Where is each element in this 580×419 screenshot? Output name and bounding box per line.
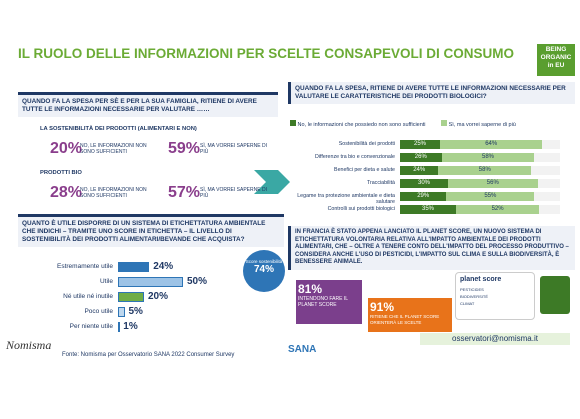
bar-segment: 35% [400,205,456,214]
legend-label: No, le informazioni che possiedo non son… [297,122,426,128]
stat-value: 91% [370,300,395,314]
planet-title: planet score [460,276,502,283]
planet-row: CLIMAT [460,301,475,306]
bar [118,277,183,287]
logo-line: BEING [545,46,567,53]
sana-logo: SANA [288,344,317,355]
bar-segment: 58% [441,153,535,162]
no-label: NO, LE INFORMAZIONI NON SONO SUFFICIENTI [80,187,147,199]
title: IL RUOLO DELLE INFORMAZIONI PER SCELTE C… [18,46,515,61]
legend-label: Sì, ma vorrei saperne di più [448,122,516,128]
source: Fonte: Nomisma per Osservatorio SANA 202… [62,352,235,358]
question: QUANDO FA LA SPESA PER SÈ E PER LA SUA F… [18,92,278,117]
bar-segment: 26% [400,153,442,162]
bar-segment: 30% [400,179,448,188]
yes-value: 59% [168,140,201,157]
item-label: PRODOTTI BIO [40,170,82,176]
category-label: Benefici per dieta e salute [334,167,395,173]
yes-label: SÌ, MA VORREI SAPERNE DI PIÙ [200,143,267,155]
value-label: 5% [128,306,143,317]
category-label: Utile [99,278,113,285]
yes-value: 57% [168,184,201,201]
bar [118,307,125,317]
bar [118,262,150,272]
no-value: 28% [50,184,83,201]
category-label: Né utile né inutile [63,293,113,300]
score-label: Score sostenibilità [245,259,283,264]
icon [540,276,570,314]
bar [118,292,144,302]
stat-label: RITIENE CHE IL PLANET SCORE ORIENTERÀ LE… [370,314,440,325]
bar-segment: 25% [400,140,440,149]
no-label: NO, LE INFORMAZIONI NON SONO SUFFICIENTI [80,143,147,155]
category-label: Differenze tra bio e convenzionale [315,154,395,160]
score-value: 74% [253,264,274,275]
yes-label: SÌ, MA VORREI SAPERNE DI PIÙ [200,187,267,199]
category-label: Estremamente utile [57,263,113,270]
value-label: 20% [148,291,169,302]
info-box: IN FRANCIA È STATO APPENA LANCIATO IL PL… [288,226,575,270]
category-label: Poco utile [84,308,113,315]
legend-swatch [290,120,296,126]
stat-box: 81% INTENDONO FARE IL PLANET SCORE [296,280,362,324]
value-label: 1% [123,321,138,332]
arrow-shape [254,170,290,194]
legend-swatch [441,120,448,126]
bar [118,322,120,332]
category-label: Controlli sui prodotti biologici [327,206,395,212]
bar-segment: 58% [438,166,532,175]
logo-line: in EU [547,62,565,69]
value-label: 50% [187,276,208,287]
category-label: Per niente utile [69,323,113,330]
stat-box: 91% RITIENE CHE IL PLANET SCORE ORIENTER… [368,298,452,332]
value-label: 24% [153,261,174,272]
planet-row: BIODIVERSITÉ [460,294,489,299]
logo: BEING ORGANIC in EU [537,44,575,76]
email: osservatori@nomisma.it [420,333,570,345]
item-label: LA SOSTENIBILITÀ DEI PRODOTTI (ALIMENTAR… [40,126,197,132]
stat-value: 81% [298,282,323,296]
category-label: Tracciabilità [366,180,395,186]
planet-score: planet score PESTICIDES BIODIVERSITÉ CLI… [455,272,535,320]
logo-line: ORGANIC [540,54,572,61]
category-label: Legame tra protezione ambientale e dieta… [297,193,395,205]
bar-segment: 29% [400,192,447,201]
bar-segment: 55% [446,192,535,201]
bar-segment: 64% [440,140,543,149]
planet-rows: PESTICIDES BIODIVERSITÉ CLIMAT [460,286,534,307]
no-value: 20% [50,140,83,157]
planet-row: PESTICIDES [460,287,484,292]
category-label: Sostenibilità dei prodotti [338,141,395,147]
bar-segment: 52% [456,205,540,214]
nomisma-logo: Nomisma [6,338,52,352]
bar-segment: 56% [448,179,538,188]
question: QUANDO FA LA SPESA, RITIENE DI AVERE TUT… [288,82,575,104]
stat-label: INTENDONO FARE IL PLANET SCORE [298,296,348,308]
legend: No, le informazioni che possiedo non son… [290,120,516,128]
arrow [254,170,290,194]
question: QUANTO È UTILE DISPORRE DI UN SISTEMA DI… [18,214,284,247]
bar-segment: 24% [400,166,439,175]
score-bubble: Score sostenibilità 74% [243,250,285,292]
